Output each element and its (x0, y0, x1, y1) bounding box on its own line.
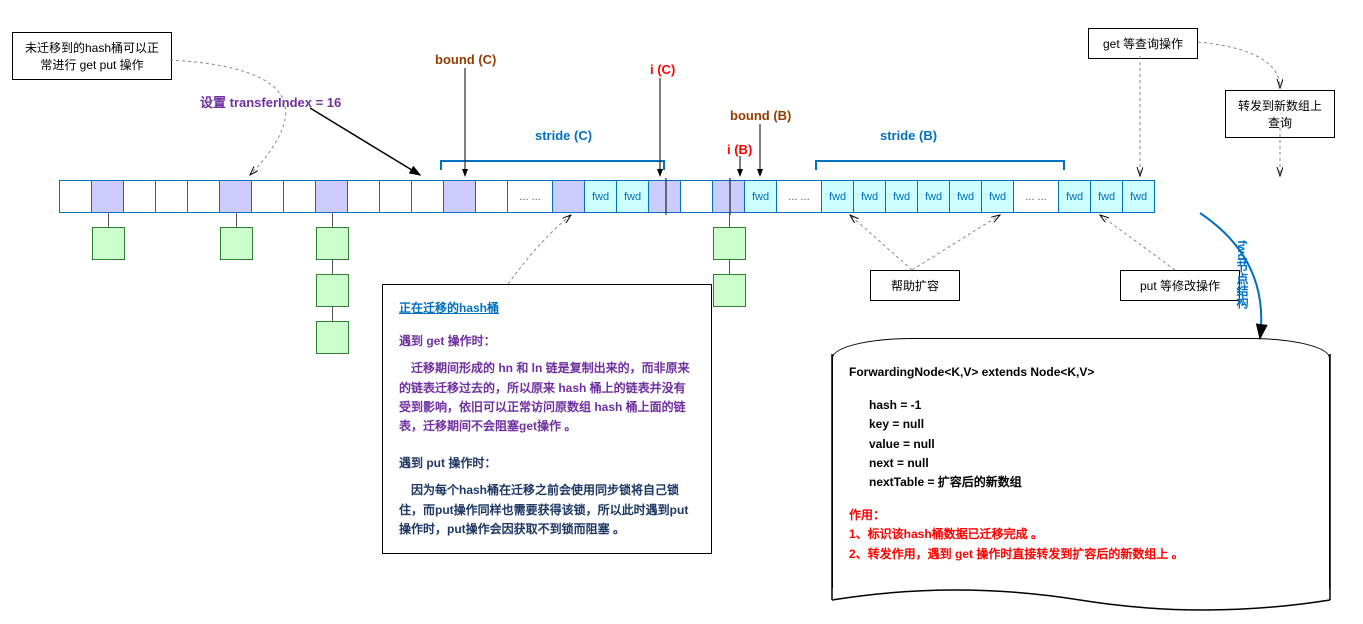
array-cell: fwd (917, 180, 950, 213)
array-cell: fwd (853, 180, 886, 213)
array-cell (59, 180, 92, 213)
migrating-title: 正在迁移的hash桶 (399, 299, 695, 318)
array-cell (411, 180, 444, 213)
fwd-field: key = null (869, 415, 1313, 434)
array-cell: fwd (949, 180, 982, 213)
array-cell (187, 180, 220, 213)
array-cell (219, 180, 252, 213)
array-cell (648, 180, 681, 213)
info-forwarding: ForwardingNode<K,V> extends Node<K,V> ha… (832, 338, 1330, 588)
array-cell (712, 180, 745, 213)
chain-link (332, 307, 333, 321)
label-fwd-struct: fwd节点结构 (1234, 240, 1251, 309)
array-cell (475, 180, 508, 213)
array-cell (552, 180, 585, 213)
chain-node (713, 274, 746, 307)
fwd-field: value = null (869, 435, 1313, 454)
label-i-b: i (B) (727, 142, 752, 157)
array-cell: fwd (744, 180, 777, 213)
note-get-query: get 等查询操作 (1088, 28, 1198, 59)
label-transfer-index: 设置 transferIndex = 16 (200, 92, 341, 111)
migrating-get-label: 遇到 get 操作时： (399, 332, 695, 351)
fwd-role-label: 作用： (849, 506, 1313, 525)
label-stride-b: stride (B) (880, 128, 937, 143)
chain-node (713, 227, 746, 260)
brace-stride-b (815, 160, 1065, 170)
chain-node (220, 227, 253, 260)
chain-node (92, 227, 125, 260)
chain-link (729, 213, 730, 227)
fwd-title: ForwardingNode<K,V> extends Node<K,V> (849, 363, 1313, 382)
array-row: ... ...fwdfwdfwd... ...fwdfwdfwdfwdfwdfw… (60, 180, 1155, 213)
migrating-put-label: 遇到 put 操作时： (399, 454, 695, 473)
chain-node (316, 321, 349, 354)
array-cell: fwd (1058, 180, 1091, 213)
label-i-c: i (C) (650, 62, 675, 77)
array-cell: fwd (981, 180, 1014, 213)
note-no-migrate: 未迁移到的hash桶可以正常进行 get put 操作 (12, 32, 172, 80)
fwd-field: hash = -1 (869, 396, 1313, 415)
note-no-migrate-text: 未迁移到的hash桶可以正常进行 get put 操作 (25, 41, 159, 72)
fwd-role-2: 2、转发作用，遇到 get 操作时直接转发到扩容后的新数组上 。 (849, 545, 1313, 564)
migrating-get-text: 迁移期间形成的 hn 和 ln 链是复制出来的，而非原来的链表迁移过去的，所以原… (399, 359, 695, 436)
array-cell: fwd (616, 180, 649, 213)
label-bound-b: bound (B) (730, 108, 791, 123)
array-cell (347, 180, 380, 213)
info-migrating: 正在迁移的hash桶 遇到 get 操作时： 迁移期间形成的 hn 和 ln 链… (382, 284, 712, 554)
chain-node (316, 227, 349, 260)
array-cell: ... ... (507, 180, 553, 213)
array-cell: fwd (584, 180, 617, 213)
note-forward-query: 转发到新数组上查询 (1225, 90, 1335, 138)
array-cell: ... ... (776, 180, 822, 213)
array-cell (680, 180, 713, 213)
array-cell (315, 180, 348, 213)
chain-link (332, 260, 333, 274)
array-cell: fwd (885, 180, 918, 213)
array-cell (91, 180, 124, 213)
fwd-field: next = null (869, 454, 1313, 473)
brace-stride-c (440, 160, 665, 170)
chain-link (108, 213, 109, 227)
array-cell (251, 180, 284, 213)
note-help-resize-text: 帮助扩容 (891, 279, 939, 293)
fwd-field: nextTable = 扩容后的新数组 (869, 473, 1313, 492)
array-cell (123, 180, 156, 213)
array-cell (155, 180, 188, 213)
array-cell: ... ... (1013, 180, 1059, 213)
chain-link (236, 213, 237, 227)
chain-node (316, 274, 349, 307)
note-put-modify-text: put 等修改操作 (1140, 279, 1220, 293)
array-cell: fwd (1090, 180, 1123, 213)
label-stride-c: stride (C) (535, 128, 592, 143)
fwd-role-1: 1、标识该hash桶数据已迁移完成 。 (849, 525, 1313, 544)
array-cell (443, 180, 476, 213)
note-forward-query-text: 转发到新数组上查询 (1238, 99, 1322, 130)
note-get-query-text: get 等查询操作 (1103, 37, 1183, 51)
array-cell (379, 180, 412, 213)
chain-link (729, 260, 730, 274)
array-cell: fwd (821, 180, 854, 213)
array-cell: fwd (1122, 180, 1155, 213)
note-help-resize: 帮助扩容 (870, 270, 960, 301)
array-cell (283, 180, 316, 213)
note-put-modify: put 等修改操作 (1120, 270, 1240, 301)
label-bound-c: bound (C) (435, 52, 496, 67)
migrating-put-text: 因为每个hash桶在迁移之前会使用同步锁将自己锁住，而put操作同样也需要获得该… (399, 481, 695, 539)
chain-link (332, 213, 333, 227)
